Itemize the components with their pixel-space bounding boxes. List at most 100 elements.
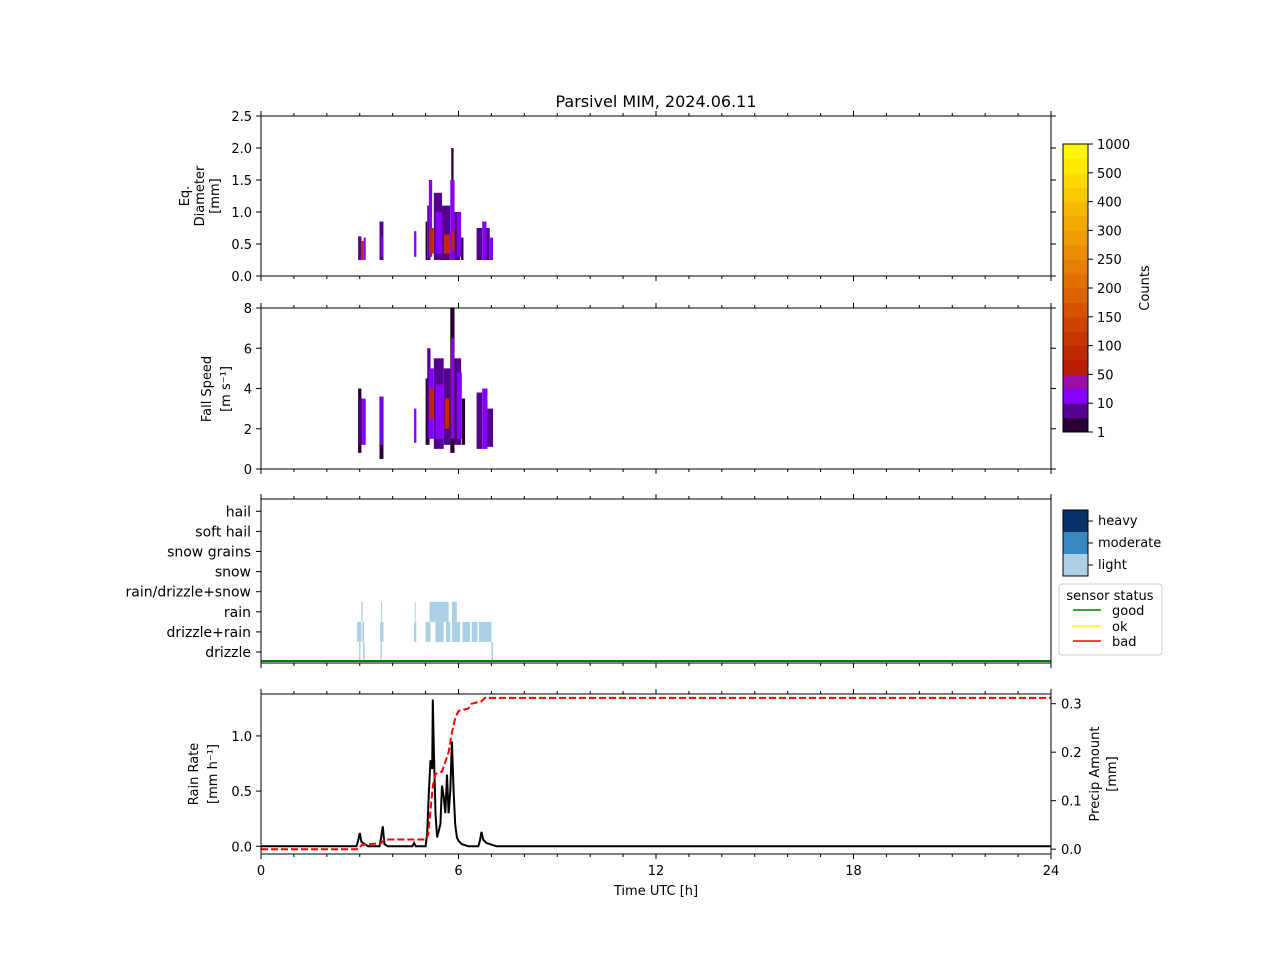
heatmap-cell (429, 388, 434, 419)
fallspeed-yticks: 0 2 4 6 8 (244, 302, 1056, 478)
colorbar-segment (1063, 259, 1088, 275)
status-legend-title: sensor status (1066, 589, 1153, 604)
precip-ylabel-line-2: [mm] (1105, 756, 1120, 791)
intensity-swatch-heavy (1063, 510, 1088, 532)
colorbar-segment (1063, 201, 1088, 217)
colorbar-tick-label: 500 (1097, 167, 1122, 182)
weather-block (451, 621, 461, 642)
colorbar-segment (1063, 417, 1088, 433)
heatmap-cell (442, 205, 451, 260)
sensor-status-legend: sensor status good ok bad (1058, 583, 1163, 656)
heatmap-cell (443, 234, 451, 254)
heatmap-cell (451, 231, 455, 251)
fallspeed-ylabel-line-2: [m s⁻¹] (219, 366, 234, 412)
weather-block (380, 621, 384, 642)
diameter-ylabel-line-3: [mm] (208, 178, 223, 213)
x-axis-label: Time UTC [h] (613, 884, 698, 899)
heatmap-cell (444, 398, 450, 429)
weather-block (451, 601, 457, 622)
fallspeed-heatmap (358, 308, 494, 459)
colorbar-segment (1063, 172, 1088, 188)
heatmap-cell (358, 236, 362, 260)
heatmap-cell (380, 236, 383, 257)
heatmap-cell (435, 384, 444, 439)
colorbar: 1 10 50 100 150 200 250 300 400 500 1000 Counts (1062, 138, 1153, 441)
category-label: rain (224, 605, 251, 621)
colorbar-segment (1063, 273, 1088, 289)
heatmap-cell (487, 408, 494, 447)
heatmap-cell (451, 148, 454, 180)
heatmap-cell (429, 228, 434, 254)
weather-block (381, 601, 383, 622)
rain-ylabel-line-2: [mm h⁻¹] (206, 744, 221, 804)
colorbar-segment (1063, 345, 1088, 361)
ytick-label: 2.0 (231, 142, 252, 157)
heatmap-cell (414, 231, 417, 257)
colorbar-segment (1063, 144, 1088, 159)
category-label: drizzle (205, 645, 251, 661)
intensity-label-light: light (1098, 558, 1127, 573)
colorbar-ticks: 1 10 50 100 150 200 250 300 400 500 1000 (1088, 138, 1130, 441)
figure-title: Parsivel MIM, 2024.06.11 (555, 92, 756, 111)
ytick-label: 8 (244, 302, 252, 317)
rain-xticks: 0 6 12 18 24 (257, 689, 1059, 879)
colorbar-tick-label: 200 (1097, 282, 1122, 297)
heatmap-cell (450, 338, 455, 439)
heatmap-cell (380, 396, 383, 445)
heatmap-cell (456, 212, 462, 257)
colorbar-segment (1063, 388, 1088, 404)
precip-ylabel-line-1: Precip Amount (1088, 727, 1103, 822)
colorbar-segment (1063, 230, 1088, 246)
colorbar-tick-label: 10 (1097, 397, 1114, 412)
panel-weather: drizzle drizzle+rain rain rain/drizzle+snow… (126, 494, 1052, 668)
ytick-label: 2.5 (231, 110, 252, 125)
weather-block (414, 621, 417, 642)
y2tick-label: 0.2 (1061, 746, 1082, 761)
colorbar-segment (1063, 302, 1088, 318)
weather-block (471, 621, 478, 642)
heatmap-cell (482, 221, 487, 260)
status-legend-label-bad: bad (1112, 635, 1136, 650)
category-label: rain/drizzle+snow (126, 585, 251, 601)
rain-yticks: 0.0 0.5 1.0 (231, 730, 261, 855)
weather-block (414, 601, 416, 622)
weather-block (425, 621, 431, 642)
colorbar-segment (1063, 374, 1088, 390)
colorbar-tick-label: 1000 (1097, 138, 1130, 153)
ytick-label: 0.5 (231, 238, 252, 253)
heatmap-cell (435, 212, 444, 254)
heatmap-cell (461, 398, 466, 445)
status-legend-box (1058, 583, 1163, 656)
colorbar-segment (1063, 316, 1088, 332)
heatmap-cell (489, 237, 494, 260)
heatmap-cell (456, 372, 462, 439)
panel-rain: 0 6 12 18 24 0.0 0.5 1.0 0.0 0.1 0.2 0.3 Rain Rat… (187, 689, 1120, 899)
xtick-label: 18 (845, 864, 862, 879)
weather-blocks (357, 601, 494, 662)
heatmap-cell (486, 228, 490, 260)
status-legend-label-ok: ok (1112, 620, 1128, 635)
weather-block (445, 621, 451, 642)
colorbar-tick-label: 100 (1097, 340, 1122, 355)
ytick-label: 0.0 (231, 270, 252, 285)
ytick-label: 1.5 (231, 174, 252, 189)
colorbar-segment (1063, 360, 1088, 375)
weather-block (478, 621, 492, 642)
colorbar-tick-label: 250 (1097, 253, 1122, 268)
colorbar-segment (1063, 331, 1088, 347)
colorbar-segment (1063, 244, 1088, 260)
weather-block (462, 621, 471, 642)
ytick-label: 0 (244, 463, 252, 478)
colorbar-segment (1063, 187, 1088, 203)
weather-category-labels: drizzle drizzle+rain rain rain/drizzle+snow… (126, 504, 261, 661)
colorbar-segment (1063, 158, 1088, 174)
weather-block (491, 642, 494, 662)
xtick-label: 6 (454, 864, 462, 879)
heatmap-cell (461, 237, 464, 260)
weather-block (380, 642, 382, 662)
weather-xticks (260, 494, 1052, 668)
colorbar-tick-label: 1 (1097, 426, 1105, 441)
xtick-label: 24 (1043, 864, 1060, 879)
diameter-yticks: 0.0 0.5 1.0 1.5 2.0 2.5 (231, 110, 1056, 285)
diameter-heatmap (358, 148, 494, 260)
